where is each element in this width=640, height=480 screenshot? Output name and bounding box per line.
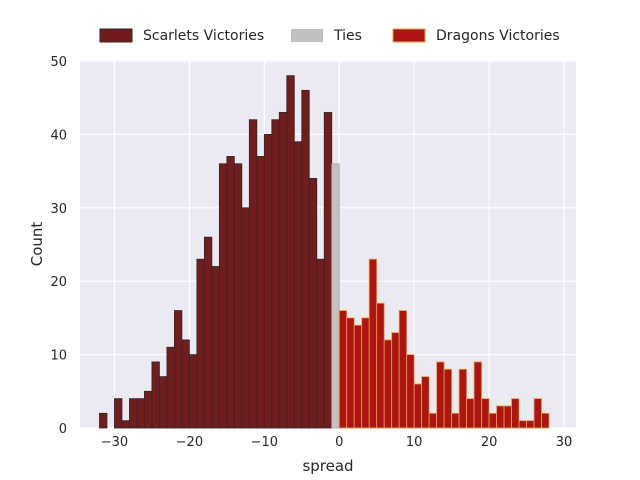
x-tick-label: 0 xyxy=(335,435,343,450)
legend: Scarlets Victories Ties Dragons Victorie… xyxy=(99,28,560,44)
bar-dragons xyxy=(466,398,475,429)
bar-ties xyxy=(331,163,340,429)
y-tick-label: 40 xyxy=(50,128,67,143)
bar-scarlets xyxy=(316,258,325,429)
y-tick-label: 20 xyxy=(50,275,67,290)
bar-scarlets xyxy=(301,89,310,429)
bar-scarlets xyxy=(151,361,160,429)
bar-dragons xyxy=(533,398,542,429)
bar-scarlets xyxy=(278,111,288,429)
bar-scarlets xyxy=(263,133,273,429)
y-axis-title: Count xyxy=(28,222,46,267)
x-axis-ticks: −30 −20 −10 0 10 20 30 xyxy=(101,435,573,450)
bar-scarlets xyxy=(196,258,205,429)
bar-dragons xyxy=(383,339,393,429)
bar-scarlets xyxy=(293,141,303,429)
bar-dragons xyxy=(406,354,415,429)
bar-scarlets xyxy=(144,390,153,429)
bar-scarlets xyxy=(248,119,258,429)
legend-label-ties: Ties xyxy=(333,28,362,44)
bar-scarlets xyxy=(203,236,213,429)
bar-scarlets xyxy=(218,163,228,429)
bar-dragons xyxy=(481,398,490,429)
bar-dragons xyxy=(488,412,497,429)
legend-swatch-scarlets xyxy=(99,28,133,43)
legend-label-dragons: Dragons Victories xyxy=(436,28,560,44)
y-tick-label: 0 xyxy=(59,422,67,437)
bar-dragons xyxy=(458,368,468,429)
bar-dragons xyxy=(526,420,535,429)
bar-dragons xyxy=(361,317,370,429)
bar-scarlets xyxy=(129,398,138,429)
bar-dragons xyxy=(413,383,423,429)
bar-dragons xyxy=(496,405,505,429)
bar-scarlets xyxy=(226,156,235,429)
bar-dragons xyxy=(541,412,550,429)
bar-dragons xyxy=(428,412,438,429)
x-axis-title: spread xyxy=(302,457,353,475)
y-axis-ticks: 0 10 20 30 40 50 xyxy=(50,55,67,437)
x-tick-label: 20 xyxy=(481,435,498,450)
x-tick-label: −30 xyxy=(101,435,128,450)
bar-scarlets xyxy=(188,354,198,429)
bar-dragons xyxy=(421,376,430,429)
bar-scarlets xyxy=(114,398,123,429)
legend-label-scarlets: Scarlets Victories xyxy=(143,28,264,44)
x-tick-label: −20 xyxy=(176,435,203,450)
bar-scarlets xyxy=(308,178,318,429)
bar-scarlets xyxy=(99,412,108,429)
bar-dragons xyxy=(368,258,378,429)
bar-dragons xyxy=(511,398,520,429)
histogram-bars xyxy=(99,75,550,429)
bar-scarlets xyxy=(166,346,175,429)
x-tick-label: 30 xyxy=(556,435,573,450)
bar-dragons xyxy=(443,368,453,429)
bar-dragons xyxy=(338,310,348,429)
legend-swatch-dragons xyxy=(392,28,426,43)
bar-dragons xyxy=(518,420,527,429)
y-tick-label: 10 xyxy=(50,349,67,364)
bar-dragons xyxy=(503,405,512,429)
bar-scarlets xyxy=(233,163,243,429)
bar-scarlets xyxy=(159,376,168,429)
bar-scarlets xyxy=(181,339,190,429)
y-tick-label: 30 xyxy=(50,202,67,217)
bar-dragons xyxy=(353,324,363,429)
bar-scarlets xyxy=(174,310,183,429)
bar-scarlets xyxy=(271,119,280,429)
bar-dragons xyxy=(346,317,355,429)
bar-scarlets xyxy=(256,156,265,429)
bar-scarlets xyxy=(211,266,220,429)
x-tick-label: −10 xyxy=(251,435,278,450)
bar-dragons xyxy=(376,302,385,429)
x-tick-label: 10 xyxy=(406,435,423,450)
legend-swatch-ties xyxy=(291,29,323,42)
bar-dragons xyxy=(436,361,445,429)
bar-dragons xyxy=(473,361,482,429)
y-tick-label: 50 xyxy=(50,55,67,70)
bar-scarlets xyxy=(286,75,295,429)
bar-scarlets xyxy=(241,207,250,429)
bar-dragons xyxy=(451,412,460,429)
bar-dragons xyxy=(391,332,400,429)
bar-scarlets xyxy=(121,420,130,429)
bar-scarlets xyxy=(323,111,333,429)
bar-scarlets xyxy=(136,398,145,429)
bar-dragons xyxy=(398,310,408,429)
